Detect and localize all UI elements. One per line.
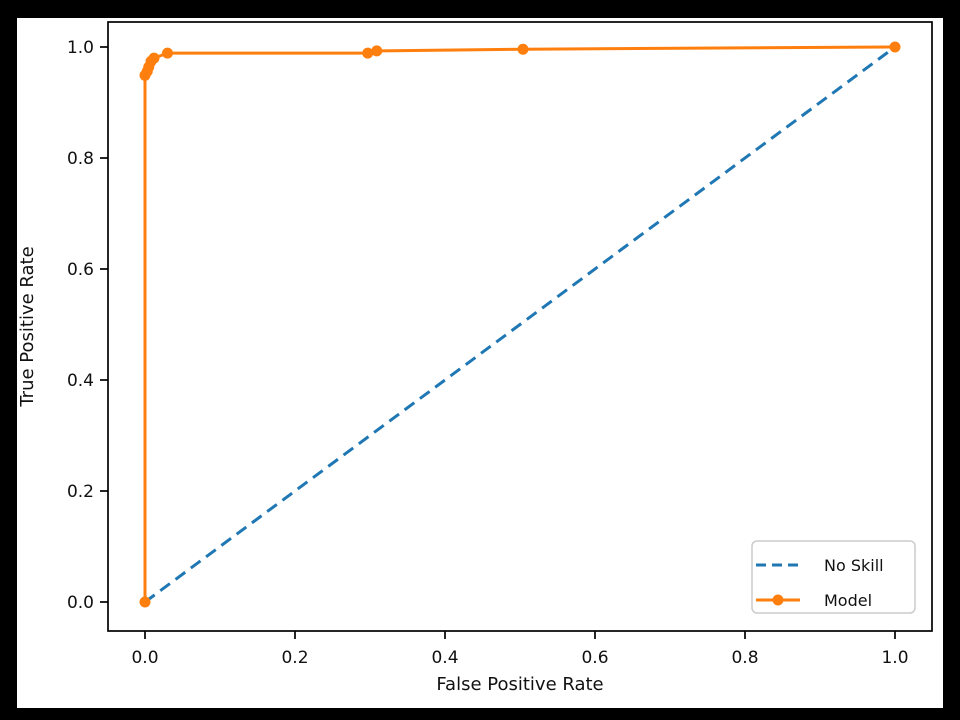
y-axis-label: True Positive Rate [17, 246, 38, 407]
model-marker [139, 596, 151, 608]
x-tick-label: 0.8 [731, 648, 758, 668]
y-tick-label: 0.2 [67, 482, 94, 502]
model-marker [517, 43, 529, 55]
y-tick-label: 1.0 [67, 38, 94, 58]
x-tick-label: 0.0 [131, 648, 158, 668]
roc-chart-svg: 0.0 0.2 0.4 0.6 0.8 1.0 0.0 0.2 0.4 0.6 0.8 1.0 Fals… [17, 21, 933, 695]
x-tick-label: 0.4 [431, 648, 458, 668]
x-tick-label: 0.2 [281, 648, 308, 668]
model-marker [162, 47, 173, 59]
legend-label-model: Model [824, 591, 872, 610]
model-marker [889, 41, 901, 53]
x-axis-label: False Positive Rate [436, 674, 603, 695]
x-tick-label: 1.0 [881, 648, 908, 668]
model-marker [362, 47, 374, 59]
no-skill-line [144, 45, 896, 604]
y-tick-label: 0.8 [67, 149, 94, 169]
y-tick-label: 0.0 [67, 593, 94, 613]
model-marker [148, 52, 160, 64]
legend-box [751, 540, 916, 614]
legend-label-no-skill: No Skill [824, 556, 884, 575]
roc-figure: 0.0 0.2 0.4 0.6 0.8 1.0 0.0 0.2 0.4 0.6 0.8 1.0 Fals… [17, 18, 943, 708]
axes-frame [107, 21, 933, 632]
model-marker [371, 45, 383, 57]
y-tick-label: 0.4 [67, 371, 94, 391]
legend-marker-circle [772, 594, 784, 606]
y-tick-label: 0.6 [67, 260, 94, 280]
x-tick-label: 0.6 [581, 648, 608, 668]
